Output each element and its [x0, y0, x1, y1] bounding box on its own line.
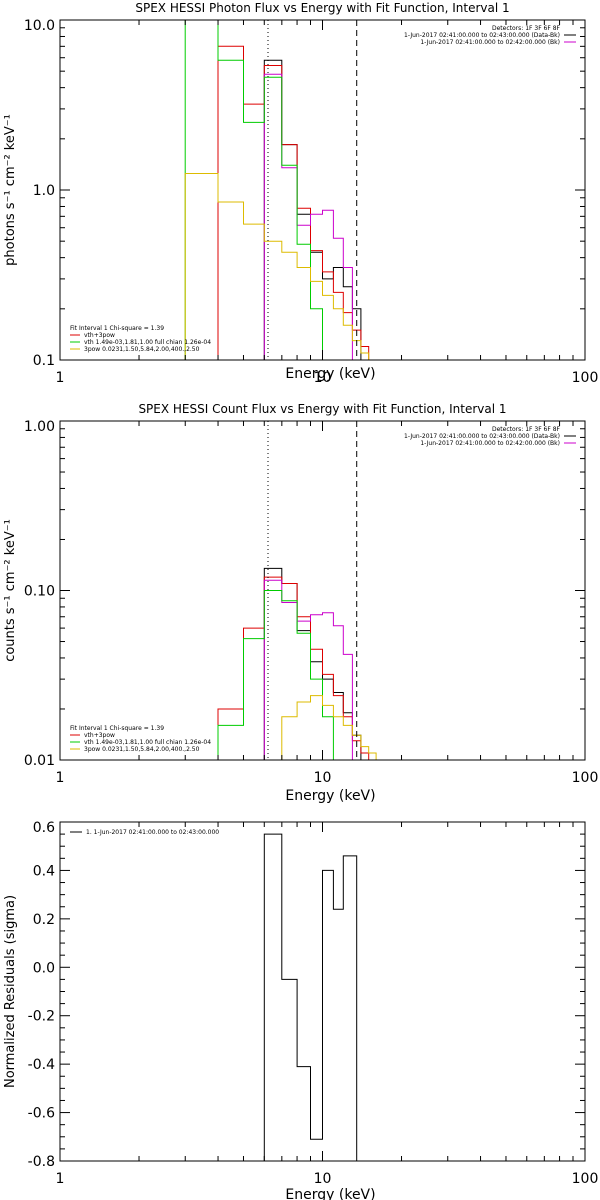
panel-2: SPEX HESSI Count Flux vs Energy with Fit…: [3, 402, 598, 804]
legend-entry: 1-Jun-2017 02:41:00.000 to 02:42:00.000 …: [420, 440, 560, 447]
legend-entry: 1. 1-Jun-2017 02:41:00.000 to 02:43:00.0…: [86, 829, 219, 836]
legend-entry: 1-Jun-2017 02:41:00.000 to 02:42:00.000 …: [420, 39, 560, 46]
fit-legend-entry: vth+3pow: [84, 732, 115, 739]
fit-legend-entry: 3pow 0.0231,1.50,5.84,2.00,400.,2.50: [84, 346, 200, 353]
y-tick-label: 10.0: [24, 18, 55, 34]
series-line-1-1-jun-2017-02-41-00-000-to-02-43-00-000: [263, 833, 358, 1161]
series-group: [263, 833, 358, 1161]
legend-entry: 1-Jun-2017 02:41:00.000 to 02:43:00.000 …: [404, 32, 560, 39]
legend-detectors: Detectors: 1F 3F 6F 8F: [492, 426, 561, 433]
series-group: [184, 20, 370, 360]
y-axis-label: counts s⁻¹ cm⁻² keV⁻¹: [3, 519, 18, 662]
fit-legend-entry: vth+3pow: [84, 332, 115, 339]
legend-detectors: Detectors: 1F 3F 6F 8F: [492, 25, 561, 32]
x-tick-label: 10: [314, 1171, 332, 1187]
y-tick-label: -0.4: [28, 1057, 55, 1073]
x-axis-label: Energy (keV): [285, 366, 375, 382]
y-tick-label: 0.01: [24, 753, 55, 769]
series-line-3pow: [184, 173, 370, 360]
y-tick-label: -0.6: [28, 1106, 55, 1122]
y-tick-label: 0.10: [24, 584, 55, 600]
chart-title: SPEX HESSI Photon Flux vs Energy with Fi…: [135, 1, 509, 15]
x-tick-label: 10: [314, 770, 332, 786]
series-line-vth: [217, 590, 334, 760]
y-tick-label: 0.0: [33, 960, 55, 976]
fit-legend-entry: 3pow 0.0231,1.50,5.84,2.00,400.,2.50: [84, 746, 200, 753]
x-axis-label: Energy (keV): [285, 1187, 375, 1200]
y-tick-label: 1.00: [24, 419, 55, 435]
x-tick-label: 1: [56, 770, 65, 786]
chart-title: SPEX HESSI Count Flux vs Energy with Fit…: [138, 402, 506, 416]
series-line-data-bk: [263, 567, 362, 760]
y-tick-label: 0.4: [33, 863, 55, 879]
x-tick-label: 1: [56, 370, 65, 386]
series-line-vth: [184, 20, 323, 360]
y-tick-label: -0.8: [28, 1154, 55, 1170]
fit-legend-header: Fit Interval 1 Chi-square = 1.39: [70, 725, 164, 732]
y-tick-label: 1.0: [33, 183, 55, 199]
series-line-data-bk: [263, 59, 362, 360]
series-line-bk: [263, 73, 353, 360]
fit-legend-entry: vth 1.49e-03,1.81,1.00 full chian 1.26e-…: [84, 339, 211, 346]
x-tick-label: 1: [56, 1171, 65, 1187]
series-line-3pow: [281, 695, 377, 760]
x-tick-label: 100: [572, 370, 599, 386]
x-tick-label: 10: [314, 370, 332, 386]
y-tick-label: 0.1: [33, 353, 55, 369]
y-axis-label: photons s⁻¹ cm⁻² keV⁻¹: [3, 114, 18, 266]
y-tick-label: 0.6: [33, 820, 55, 836]
panel-1: SPEX HESSI Photon Flux vs Energy with Fi…: [3, 1, 599, 386]
y-tick-label: -0.2: [28, 1009, 55, 1025]
y-axis-label: Normalized Residuals (sigma): [3, 895, 18, 1088]
series-line-vth-3pow: [217, 45, 370, 360]
x-tick-label: 100: [572, 1171, 599, 1187]
legend-entry: 1-Jun-2017 02:41:00.000 to 02:43:00.000 …: [404, 433, 560, 440]
y-tick-label: 0.2: [33, 912, 55, 928]
series-line-vth-3pow: [217, 576, 370, 760]
series-line-bk: [263, 579, 353, 760]
fit-legend-header: Fit Interval 1 Chi-square = 1.39: [70, 325, 164, 332]
x-axis-label: Energy (keV): [285, 788, 375, 804]
panel-3: 1 10 100 -0.8 -0.6 -0.4 -0.2 0.0 0.2 0.4 0.6 Energy…: [3, 820, 598, 1200]
series-group: [217, 567, 377, 760]
fit-legend-entry: vth 1.49e-03,1.81,1.00 full chian 1.26e-…: [84, 739, 211, 746]
x-tick-label: 100: [572, 770, 599, 786]
